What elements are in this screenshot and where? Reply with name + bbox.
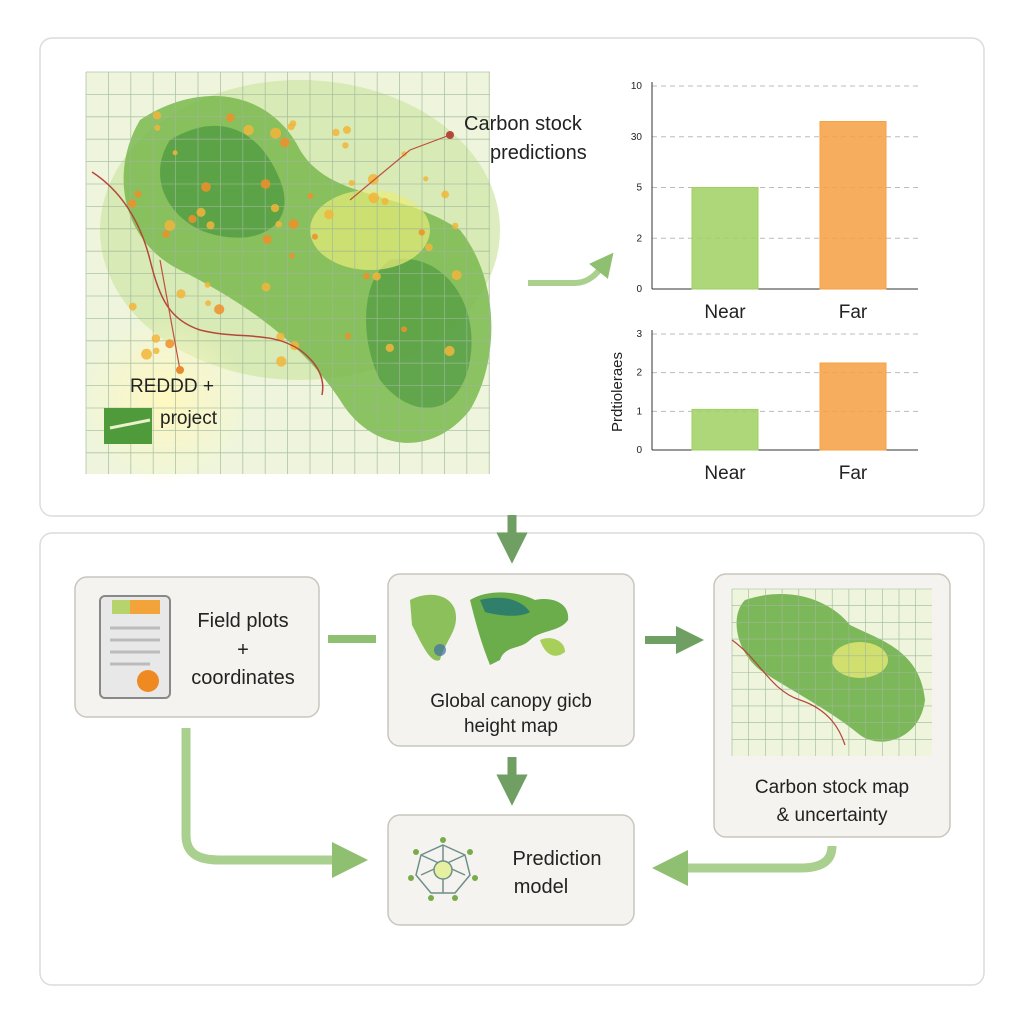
map-dot xyxy=(311,233,318,240)
map-dot xyxy=(342,125,351,134)
map-dot xyxy=(260,179,271,189)
map-dot xyxy=(288,219,299,230)
map-dot xyxy=(444,345,455,357)
x-tick-label: Far xyxy=(839,463,868,484)
map-dot xyxy=(385,343,394,352)
map-dot xyxy=(204,281,211,288)
map-dot xyxy=(342,142,349,149)
y-tick-label: 10 xyxy=(631,81,643,92)
map-dot xyxy=(423,176,429,182)
map-dot xyxy=(243,124,254,136)
map-dot xyxy=(214,304,225,315)
bar xyxy=(819,121,887,290)
map-dot xyxy=(344,332,352,340)
y-tick-label: 5 xyxy=(636,183,642,194)
map-dot xyxy=(367,173,379,185)
map-dot xyxy=(381,197,389,205)
node-label: Carbon stock map xyxy=(755,777,909,798)
clipboard-icon xyxy=(99,595,171,699)
map-dot xyxy=(279,137,290,148)
y-tick-label: 2 xyxy=(636,233,642,244)
map-dot xyxy=(141,348,152,360)
map-dot xyxy=(418,229,425,236)
map-dot xyxy=(372,272,381,281)
map-dot xyxy=(275,220,283,228)
map-dot xyxy=(451,270,462,281)
map-dot xyxy=(201,182,211,192)
y-tick-label: 1 xyxy=(636,406,642,417)
map-dot xyxy=(176,289,186,299)
x-tick-label: Near xyxy=(704,463,746,484)
map-dot xyxy=(452,222,459,230)
map-dot xyxy=(205,300,212,307)
map-dot xyxy=(401,326,408,333)
project-label: project xyxy=(160,408,218,429)
node-label: model xyxy=(514,876,568,898)
arrow xyxy=(528,252,614,286)
bar xyxy=(691,187,759,290)
map-dot xyxy=(128,199,137,208)
map-dot xyxy=(134,190,142,198)
map-dot xyxy=(151,334,161,343)
map-dot xyxy=(425,243,433,252)
map-dot xyxy=(226,113,235,122)
project-label: REDDD + xyxy=(130,376,214,397)
map-dot xyxy=(276,356,287,367)
world-map-icon xyxy=(410,592,569,665)
bar xyxy=(691,408,759,451)
node-label: Field plots xyxy=(197,610,288,632)
map-dot xyxy=(128,302,137,311)
y-tick-label: 2 xyxy=(636,368,642,379)
node-label: Prediction xyxy=(513,848,602,870)
bar xyxy=(819,362,887,451)
x-tick-label: Near xyxy=(704,302,746,323)
map-dot xyxy=(262,234,272,244)
network-icon xyxy=(408,837,478,901)
y-tick-label: 30 xyxy=(631,132,643,143)
node-label: + xyxy=(237,639,249,661)
map-dot xyxy=(363,272,370,280)
y-axis-label: Prdtioleraes xyxy=(609,352,626,432)
node-label: Global canopy gicb xyxy=(430,691,592,712)
map-dot xyxy=(153,347,160,355)
map xyxy=(80,71,500,485)
map-dot xyxy=(368,192,380,204)
map-dot xyxy=(162,230,170,239)
map-dot xyxy=(261,282,271,292)
mini-map xyxy=(731,588,932,756)
callout-label: predictions xyxy=(490,142,587,164)
map-dot xyxy=(270,203,280,213)
node-prediction-model xyxy=(387,814,635,926)
map-dot xyxy=(401,151,407,157)
map-dot xyxy=(276,332,285,342)
map-dot xyxy=(324,209,334,220)
map-dot xyxy=(287,123,295,131)
map-dot xyxy=(172,150,178,156)
arrow xyxy=(652,845,837,886)
map-dot xyxy=(196,207,206,217)
map-dot xyxy=(165,339,175,349)
map-dot xyxy=(270,127,282,139)
arrow xyxy=(181,728,368,878)
map-dot xyxy=(206,221,215,230)
map-dot xyxy=(441,190,450,199)
callout-label: Carbon stock xyxy=(464,113,583,135)
map-dot xyxy=(164,220,176,231)
node-label: & uncertainty xyxy=(777,805,888,826)
y-tick-label: 3 xyxy=(636,329,642,340)
map-dot xyxy=(348,180,355,187)
map-dot xyxy=(154,124,161,131)
map-dot xyxy=(188,214,197,224)
map-dot xyxy=(307,192,314,199)
map-dot xyxy=(288,252,295,259)
y-tick-label: 0 xyxy=(636,445,642,456)
map-dot xyxy=(152,111,162,120)
x-tick-label: Far xyxy=(839,302,868,323)
node-label: coordinates xyxy=(191,667,294,689)
node-label: height map xyxy=(464,716,558,737)
y-tick-label: 0 xyxy=(636,284,642,295)
map-dot xyxy=(332,128,340,137)
